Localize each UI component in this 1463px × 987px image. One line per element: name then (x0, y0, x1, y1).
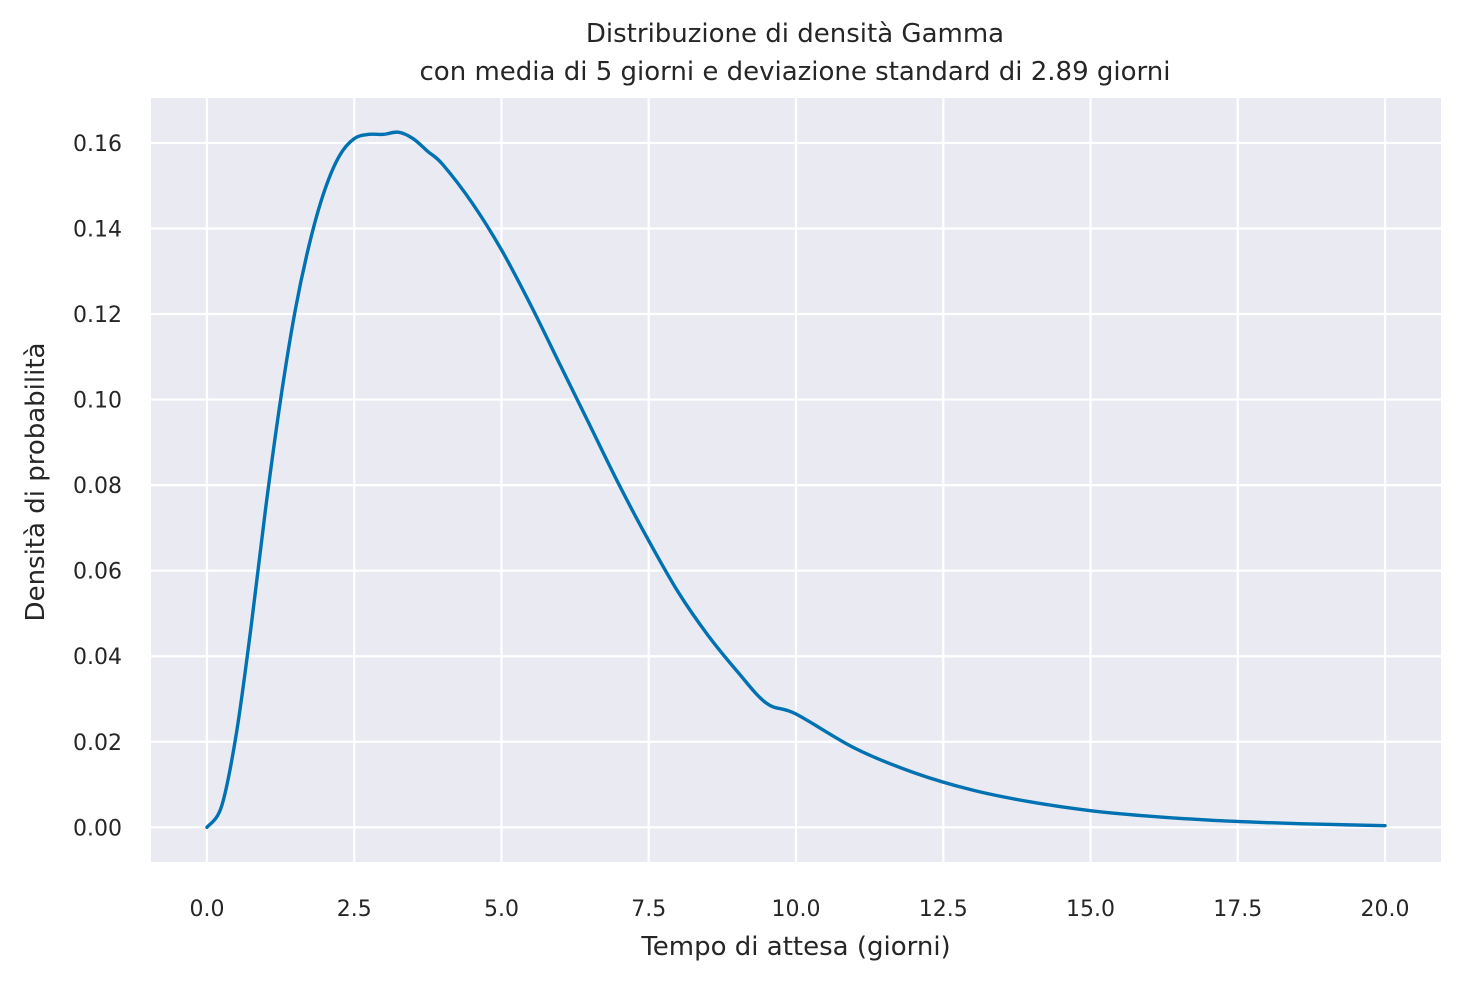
x-tick-label: 12.5 (919, 897, 968, 922)
x-axis-label: Tempo di attesa (giorni) (640, 932, 950, 962)
y-tick-label: 0.08 (73, 474, 122, 499)
y-tick-label: 0.00 (73, 816, 122, 841)
x-tick-label: 7.5 (631, 897, 666, 922)
grid-lines (151, 98, 1441, 862)
x-tick-label: 20.0 (1361, 897, 1410, 922)
y-axis-label: Densità di probabilità (21, 343, 51, 622)
x-tick-label: 0.0 (189, 897, 224, 922)
y-tick-label: 0.10 (73, 389, 122, 414)
y-tick-label: 0.14 (73, 217, 122, 242)
x-tick-label: 10.0 (772, 897, 821, 922)
y-tick-label: 0.02 (73, 731, 122, 756)
density-curve (205, 130, 1387, 830)
tick-labels: 0.0 2.5 5.0 7.5 10.0 12.5 15.0 17.5 20.0 0.00 0.02… (73, 132, 1410, 922)
series-layer (205, 130, 1387, 830)
y-tick-label: 0.06 (73, 560, 122, 585)
chart-title: Distribuzione di densità Gamma (586, 19, 1004, 49)
y-tick-label: 0.12 (73, 303, 122, 328)
chart-subtitle: con media di 5 giorni e deviazione stand… (420, 57, 1171, 87)
y-tick-label: 0.16 (73, 132, 122, 157)
y-tick-label: 0.04 (73, 645, 122, 670)
x-tick-label: 17.5 (1213, 897, 1262, 922)
x-tick-label: 15.0 (1066, 897, 1115, 922)
x-tick-label: 2.5 (337, 897, 372, 922)
x-tick-label: 5.0 (484, 897, 519, 922)
